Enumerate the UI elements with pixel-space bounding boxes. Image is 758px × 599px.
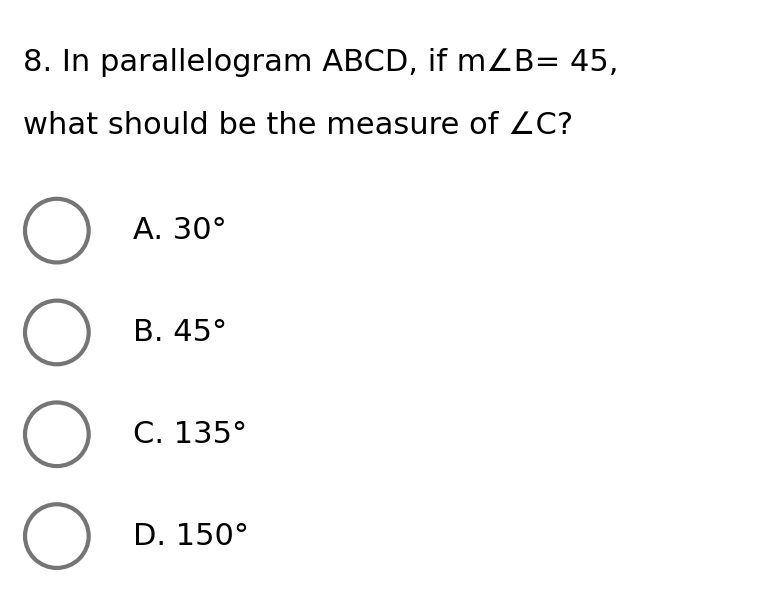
Text: D. 150°: D. 150°: [133, 522, 249, 550]
Text: C. 135°: C. 135°: [133, 420, 247, 449]
Text: 8. In parallelogram ABCD, if m∠B= 45,: 8. In parallelogram ABCD, if m∠B= 45,: [23, 49, 619, 77]
Text: what should be the measure of ∠C?: what should be the measure of ∠C?: [23, 111, 573, 140]
Text: B. 45°: B. 45°: [133, 318, 227, 347]
Text: A. 30°: A. 30°: [133, 216, 227, 245]
